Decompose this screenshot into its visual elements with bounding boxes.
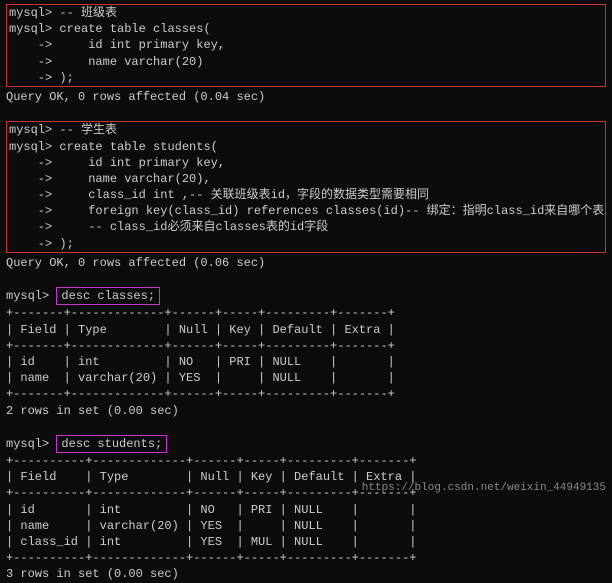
mysql-prompt: mysql> bbox=[6, 289, 56, 303]
mysql-prompt: mysql> bbox=[6, 437, 56, 451]
sql-text: foreign key(class_id) references classes… bbox=[52, 204, 604, 218]
table-header: | Field | Type | Null | Key | Default | … bbox=[6, 470, 416, 484]
sql-text: ); bbox=[52, 237, 74, 251]
desc-classes-table: +-------+-------------+------+-----+----… bbox=[6, 305, 606, 402]
table-border: +-------+-------------+------+-----+----… bbox=[6, 387, 395, 401]
sql-text: create table students( bbox=[52, 140, 218, 154]
sql-text: class_id int ,-- 关联班级表id，字段的数据类型需要相同 bbox=[52, 188, 429, 202]
mysql-cont-prompt: -> bbox=[9, 204, 52, 218]
table-row: | id | int | NO | PRI | NULL | | bbox=[6, 355, 395, 369]
desc-students-cmd: desc students; bbox=[56, 435, 167, 453]
mysql-cont-prompt: -> bbox=[9, 172, 52, 186]
sql-text: id int primary key, bbox=[52, 38, 225, 52]
desc-classes-cmd: desc classes; bbox=[56, 287, 160, 305]
mysql-cont-prompt: -> bbox=[9, 237, 52, 251]
query-result: 3 rows in set (0.00 sec) bbox=[6, 566, 606, 582]
table-border: +----------+-------------+------+-----+-… bbox=[6, 454, 416, 468]
desc-students-table: +----------+-------------+------+-----+-… bbox=[6, 453, 606, 566]
sql-text: ); bbox=[52, 71, 74, 85]
table-border: +----------+-------------+------+-----+-… bbox=[6, 551, 416, 565]
mysql-cont-prompt: -> bbox=[9, 156, 52, 170]
query-result: 2 rows in set (0.00 sec) bbox=[6, 403, 606, 419]
table-border: +----------+-------------+------+-----+-… bbox=[6, 486, 416, 500]
watermark: https://blog.csdn.net/weixin_44949135 bbox=[362, 481, 606, 496]
query-result: Query OK, 0 rows affected (0.04 sec) bbox=[6, 89, 606, 105]
sql-text: id int primary key, bbox=[52, 156, 225, 170]
table-row: | id | int | NO | PRI | NULL | | bbox=[6, 503, 416, 517]
table-border: +-------+-------------+------+-----+----… bbox=[6, 339, 395, 353]
table-row: | class_id | int | YES | MUL | NULL | | bbox=[6, 535, 416, 549]
sql-text: name varchar(20) bbox=[52, 55, 203, 69]
table-row: | name | varchar(20) | YES | | NULL | | bbox=[6, 519, 416, 533]
sql-text: name varchar(20), bbox=[52, 172, 210, 186]
mysql-cont-prompt: -> bbox=[9, 71, 52, 85]
mysql-prompt: mysql> bbox=[9, 140, 52, 154]
sql-text: -- class_id必须来自classes表的id字段 bbox=[52, 220, 328, 234]
sql-text: create table classes( bbox=[52, 22, 210, 36]
create-classes-block: mysql> -- 班级表 mysql> create table classe… bbox=[6, 4, 606, 87]
table-header: | Field | Type | Null | Key | Default | … bbox=[6, 323, 395, 337]
mysql-cont-prompt: -> bbox=[9, 188, 52, 202]
table-row: | name | varchar(20) | YES | | NULL | | bbox=[6, 371, 395, 385]
mysql-cont-prompt: -> bbox=[9, 220, 52, 234]
mysql-prompt: mysql> bbox=[9, 6, 52, 20]
table-border: +-------+-------------+------+-----+----… bbox=[6, 306, 395, 320]
mysql-cont-prompt: -> bbox=[9, 55, 52, 69]
sql-comment: -- 学生表 bbox=[52, 123, 117, 137]
mysql-prompt: mysql> bbox=[9, 22, 52, 36]
create-students-block: mysql> -- 学生表 mysql> create table studen… bbox=[6, 121, 606, 253]
query-result: Query OK, 0 rows affected (0.06 sec) bbox=[6, 255, 606, 271]
mysql-cont-prompt: -> bbox=[9, 38, 52, 52]
sql-comment: -- 班级表 bbox=[52, 6, 117, 20]
mysql-prompt: mysql> bbox=[9, 123, 52, 137]
